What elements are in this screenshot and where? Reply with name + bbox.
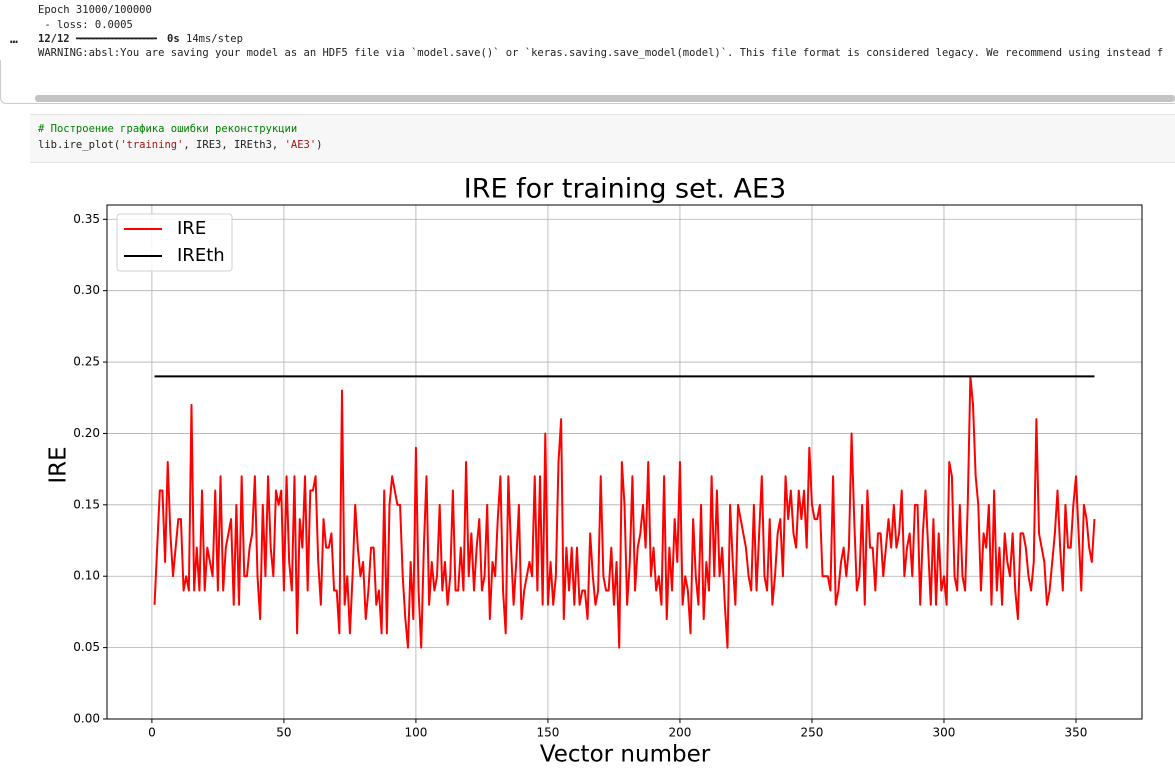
x-tick-label: 200 xyxy=(668,726,691,740)
x-tick-label: 250 xyxy=(801,726,824,740)
y-axis-label: IRE xyxy=(46,446,72,483)
y-tick-label: 0.30 xyxy=(73,283,100,297)
y-tick-label: 0.10 xyxy=(73,569,100,583)
y-tick-label: 0.20 xyxy=(73,426,100,440)
progress-step: 12/12 xyxy=(38,33,70,45)
x-tick-label: 100 xyxy=(404,726,427,740)
code-line: lib.ire_plot('training', IRE3, IREth3, '… xyxy=(38,139,323,151)
output-line: Epoch 31000/100000 xyxy=(38,4,152,16)
scrollbar[interactable] xyxy=(35,95,1175,102)
code-token: lib.ire_plot( xyxy=(38,139,121,151)
x-tick-label: 350 xyxy=(1065,726,1088,740)
line-series xyxy=(153,375,1096,649)
y-tick-label: 0.15 xyxy=(73,497,100,511)
output-frame xyxy=(0,60,1175,104)
progress-time: 0s xyxy=(167,33,180,45)
x-tick-label: 50 xyxy=(276,726,291,740)
code-comment: # Построение графика ошибки реконструкци… xyxy=(38,123,298,135)
legend-label: IRE xyxy=(177,218,206,239)
code-token: ) xyxy=(316,139,323,151)
progress-bar: ━━━━━━━━━━━━━━━━━━━━ xyxy=(75,33,157,45)
code-token: , IRE3, IREth3, xyxy=(183,139,285,151)
y-tick-label: 0.05 xyxy=(73,640,100,654)
x-tick-label: 0 xyxy=(148,726,156,740)
y-tick-label: 0.35 xyxy=(73,212,100,226)
code-string: 'training' xyxy=(120,139,184,151)
x-tick-label: 150 xyxy=(536,726,559,740)
x-tick-label: 300 xyxy=(933,726,956,740)
y-tick-label: 0.00 xyxy=(73,712,100,726)
legend-label: IREth xyxy=(177,245,225,266)
output-menu[interactable]: … xyxy=(10,32,18,47)
y-tick-label: 0.25 xyxy=(73,355,100,369)
code-cell[interactable] xyxy=(30,114,1175,163)
output-line: - loss: 0.0005 xyxy=(38,19,133,31)
plot-frame xyxy=(106,204,1143,720)
warning: WARNING:absl:You are saving your model a… xyxy=(38,47,1164,59)
x-axis-label: Vector number xyxy=(540,742,711,768)
chart-title: IRE for training set. AE3 xyxy=(464,174,786,205)
progress-rate: 14ms/step xyxy=(186,33,243,45)
code-string: 'AE3' xyxy=(284,139,317,151)
progress: 12/12 ━━━━━━━━━━━━━━━━━━━━ 0s 14ms/step xyxy=(38,33,243,45)
